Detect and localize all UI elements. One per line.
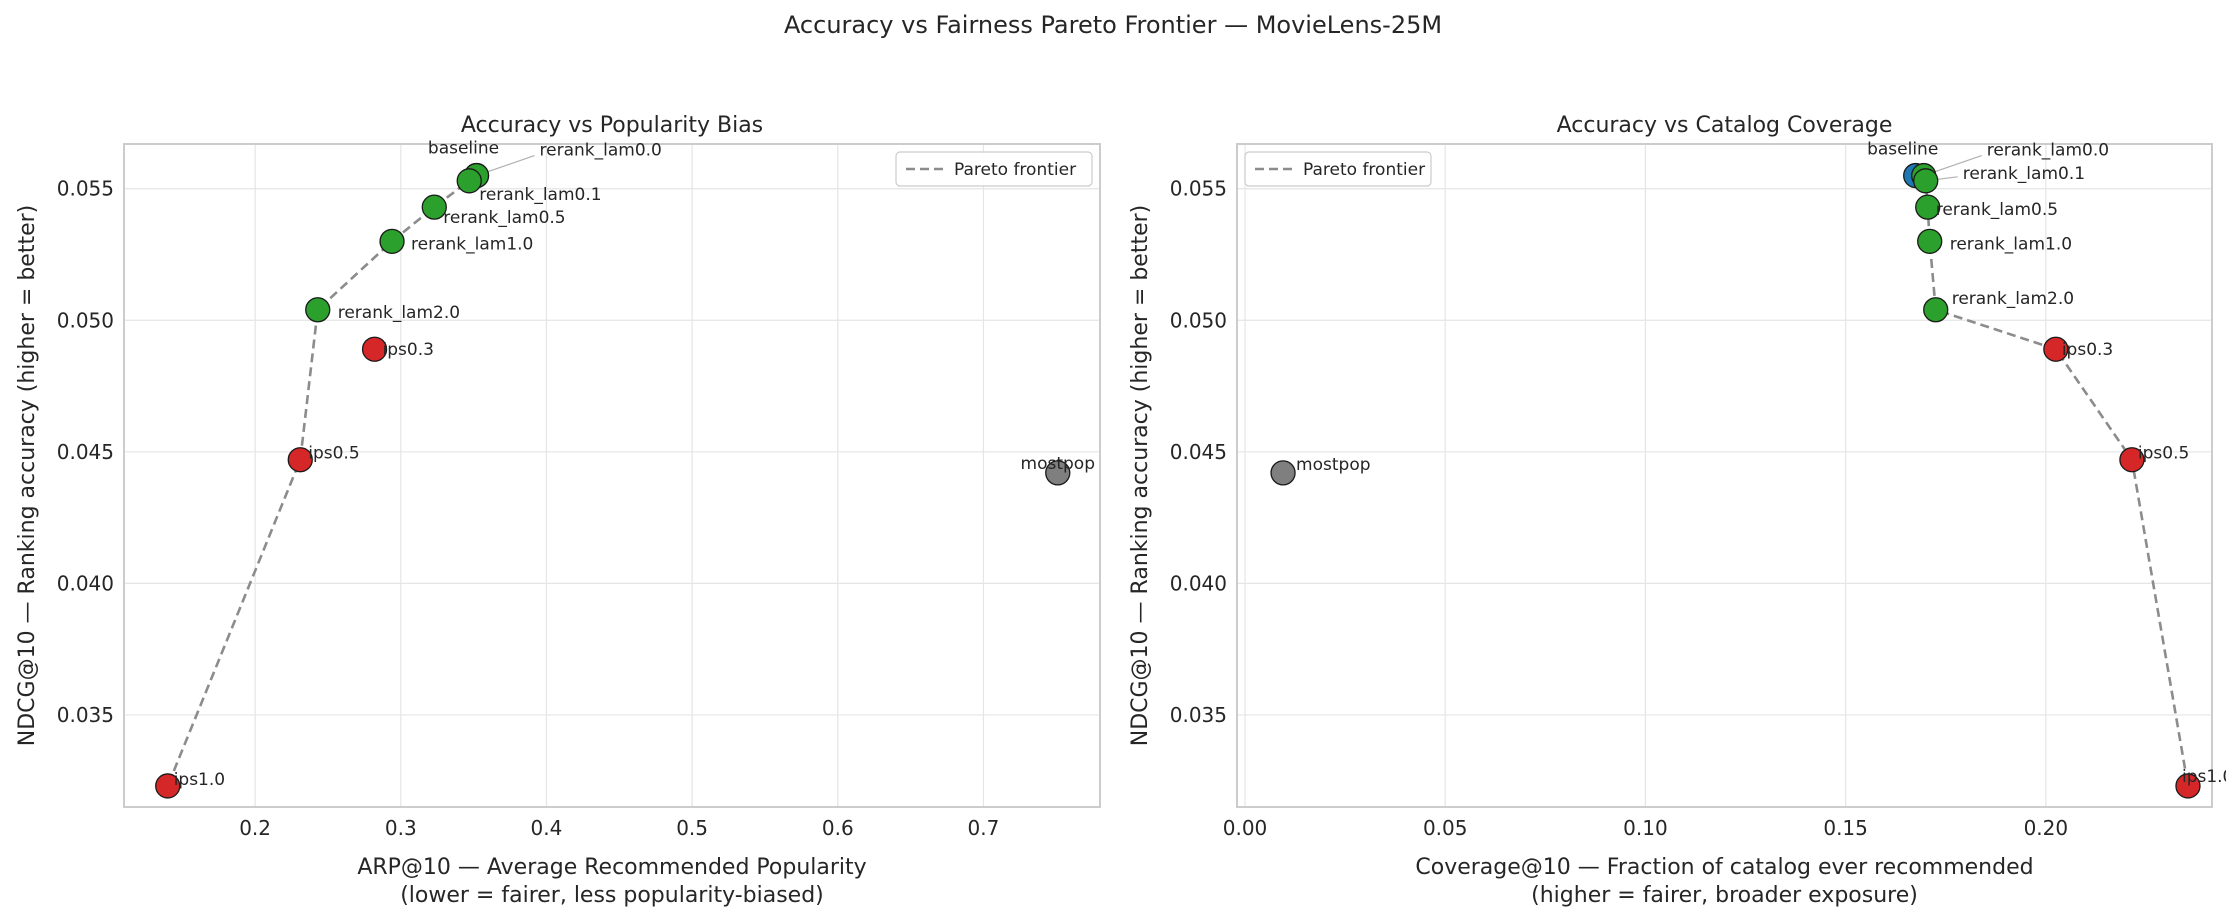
x-axis-label: (lower = fairer, less popularity-biased) [400, 883, 824, 908]
point-label-rerank-lam0-0: rerank_lam0.0 [1987, 141, 2109, 161]
point-mostpop [1045, 460, 1071, 486]
panel-accuracy-vs-catalog-coverage: Accuracy vs Catalog Coverage 0.00 0.05 0.10… [1128, 113, 2226, 908]
x-tick-label: 0.4 [531, 816, 563, 840]
axes-frame [123, 143, 1101, 808]
point-label-rerank-lam2-0: rerank_lam2.0 [1952, 289, 2074, 309]
x-tick-label: 0.00 [1223, 816, 1268, 840]
point-rerank-lam1-0 [379, 228, 405, 254]
point-ips0-5 [2119, 447, 2145, 473]
point-label-rerank-lam2-0: rerank_lam2.0 [338, 303, 460, 323]
x-axis-label: (higher = fairer, broader exposure) [1531, 883, 1918, 908]
point-label-baseline: baseline [1867, 140, 1938, 160]
point-label-rerank-lam0-5: rerank_lam0.5 [443, 208, 565, 228]
legend-entry-pareto-frontier: Pareto frontier [1303, 160, 1425, 180]
legend-box [1244, 151, 1432, 187]
axes-frame [1236, 143, 2213, 808]
point-ips0-5 [287, 447, 313, 473]
point-label-ips0-3: ips0.3 [2062, 340, 2113, 360]
x-tick-label: 0.2 [239, 816, 271, 840]
y-tick-label: 0.035 [57, 703, 114, 727]
point-label-rerank-lam0-5: rerank_lam0.5 [1936, 200, 2058, 220]
point-label-mostpop: mostpop [1021, 454, 1095, 474]
point-label-rerank-lam0-0: rerank_lam0.0 [540, 141, 662, 161]
point-mostpop [1270, 460, 1296, 486]
point-label-rerank-lam1-0: rerank_lam1.0 [1950, 234, 2072, 254]
point-label-rerank-lam0-1: rerank_lam0.1 [1963, 164, 2085, 184]
y-tick-label: 0.040 [57, 571, 114, 595]
axes-title: Accuracy vs Popularity Bias [461, 113, 763, 138]
y-tick-label: 0.050 [1170, 308, 1227, 332]
pareto-frontier-line [1922, 175, 2190, 787]
point-rerank-lam2-0 [305, 297, 331, 323]
panel-accuracy-vs-popularity-bias: Accuracy vs Popularity Bias 0.2 0.3 0.4 0.5 0… [15, 113, 1101, 908]
x-tick-label: 0.10 [1623, 816, 1668, 840]
point-label-ips1-0: ips1.0 [2182, 767, 2226, 787]
y-tick-label: 0.045 [1170, 440, 1227, 464]
x-tick-label: 0.05 [1423, 816, 1468, 840]
legend-entry-pareto-frontier: Pareto frontier [954, 160, 1076, 180]
x-tick-label: 0.7 [968, 816, 1000, 840]
point-rerank-lam0-1 [456, 168, 482, 194]
point-ips1-0 [155, 773, 181, 799]
y-tick-label: 0.040 [1170, 571, 1227, 595]
figure-suptitle: Accuracy vs Fairness Pareto Frontier — M… [784, 11, 1442, 39]
plot-area [1237, 144, 2212, 807]
legend-box [895, 151, 1093, 187]
point-label-ips0-5: ips0.5 [308, 444, 359, 464]
y-axis-label: NDCG@10 — Ranking accuracy (higher = bet… [1128, 205, 1153, 746]
y-tick-label: 0.055 [57, 177, 114, 201]
y-tick-label: 0.050 [57, 308, 114, 332]
x-tick-label: 0.20 [2024, 816, 2069, 840]
point-label-rerank-lam1-0: rerank_lam1.0 [411, 234, 533, 254]
x-axis-label: ARP@10 — Average Recommended Popularity [357, 855, 866, 880]
point-label-ips0-3: ips0.3 [383, 340, 434, 360]
legend: Pareto frontier [1244, 151, 1432, 187]
legend: Pareto frontier [895, 151, 1093, 187]
y-tick-label: 0.055 [1170, 177, 1227, 201]
x-tick-label: 0.5 [676, 816, 708, 840]
point-ips0-3 [2043, 336, 2069, 362]
x-tick-label: 0.3 [385, 816, 417, 840]
point-label-ips1-0: ips1.0 [174, 770, 225, 790]
axes-title: Accuracy vs Catalog Coverage [1557, 113, 1893, 138]
point-label-ips0-5: ips0.5 [2138, 444, 2189, 464]
x-tick-label: 0.6 [822, 816, 854, 840]
y-axis-label: NDCG@10 — Ranking accuracy (higher = bet… [15, 205, 40, 746]
plot-area [124, 144, 1100, 807]
point-ips1-0 [2175, 773, 2201, 799]
x-tick-label: 0.15 [1823, 816, 1868, 840]
point-label-rerank-lam0-1: rerank_lam0.1 [479, 185, 601, 205]
y-tick-label: 0.045 [57, 440, 114, 464]
point-label-baseline: baseline [428, 139, 499, 159]
x-axis-label: Coverage@10 — Fraction of catalog ever r… [1415, 855, 2033, 880]
point-rerank-lam0-5 [1915, 194, 1941, 220]
point-label-mostpop: mostpop [1296, 455, 1370, 475]
point-rerank-lam0-1 [1913, 168, 1939, 194]
point-rerank-lam2-0 [1923, 297, 1949, 323]
point-ips0-3 [361, 336, 388, 362]
y-tick-label: 0.035 [1170, 703, 1227, 727]
point-rerank-lam1-0 [1917, 228, 1943, 254]
point-rerank-lam0-5 [421, 194, 447, 220]
